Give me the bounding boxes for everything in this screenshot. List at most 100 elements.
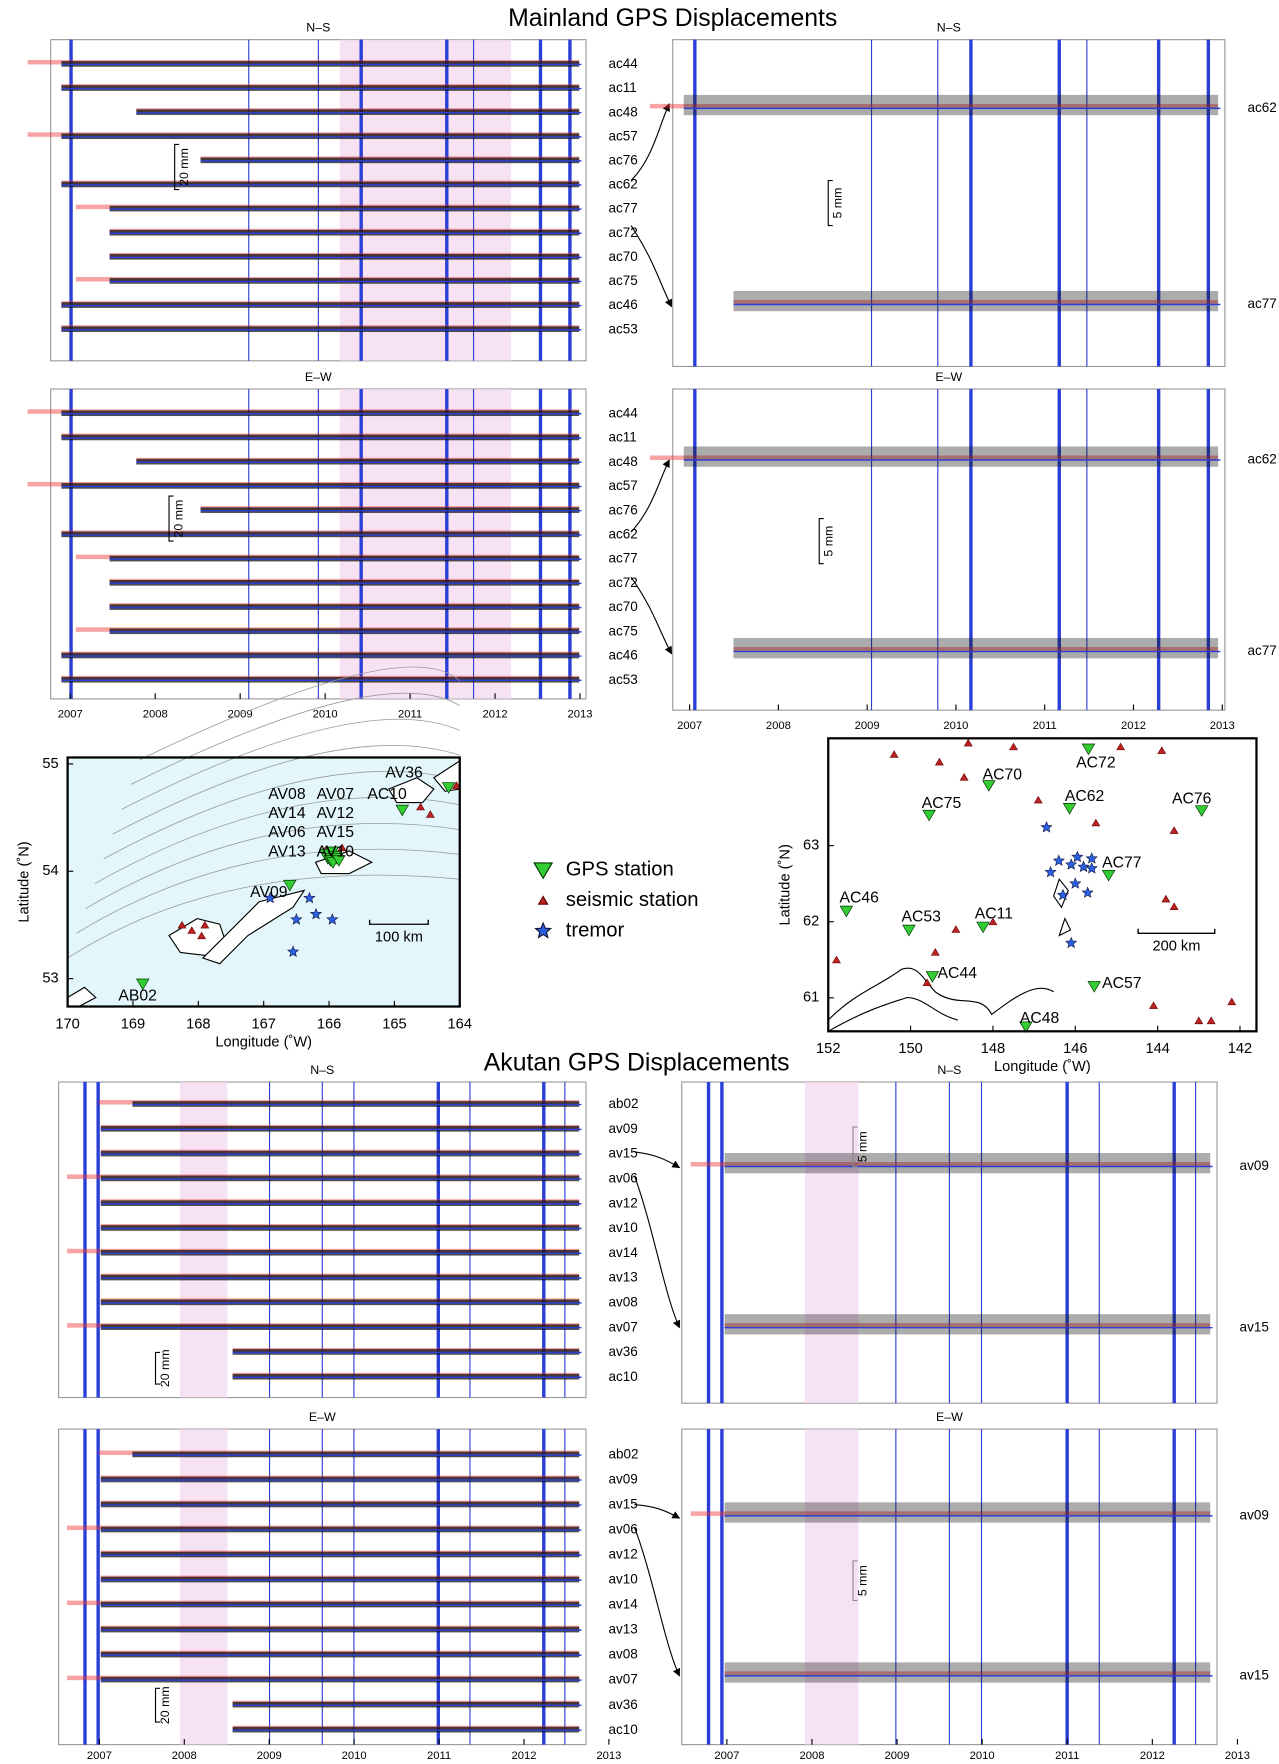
- station-label: AC10: [367, 786, 407, 803]
- station-label: ac57: [609, 128, 638, 143]
- tremor: [1052, 854, 1065, 867]
- legend-label: tremor: [566, 919, 625, 941]
- bathymetry-contour: [139, 666, 461, 761]
- tremor: [1065, 858, 1078, 870]
- station-label: av36: [609, 1344, 638, 1359]
- time-panel: E–W ab02 av09 av15 av06 av12 av10 av14 av13 av08 a…: [58, 1410, 639, 1762]
- glacier-outline: [1053, 878, 1072, 937]
- station-label: AC75: [922, 795, 962, 812]
- station-label: ac72: [609, 225, 638, 240]
- x-tick-label: 2013: [596, 1750, 621, 1762]
- station-label: av15: [1240, 1319, 1269, 1334]
- seismic-station: [1116, 742, 1126, 751]
- trace-red: [690, 1162, 1211, 1167]
- station-label: AC70: [983, 767, 1023, 784]
- x-tick-label: 150: [898, 1041, 922, 1057]
- tremor: [1085, 862, 1098, 874]
- seismic-station: [1149, 1001, 1158, 1009]
- scale-bar: [168, 495, 174, 542]
- station-label: AV15: [317, 824, 355, 841]
- legend-label: seismic station: [566, 889, 699, 911]
- gps-station: [902, 924, 916, 937]
- arrow: [634, 1151, 681, 1169]
- station-label: ac10: [609, 1369, 638, 1384]
- tremor: [309, 907, 323, 920]
- scale-bar: [174, 143, 180, 191]
- station-label: AC48: [1020, 1010, 1060, 1027]
- seismic-station: [959, 773, 969, 781]
- trace-red: [733, 299, 1219, 305]
- x-tick-label: 166: [317, 1016, 341, 1032]
- station-label: ac46: [609, 648, 638, 663]
- panel-title: N–S: [937, 1063, 961, 1077]
- trace-red: [724, 1323, 1211, 1328]
- station-label: av09: [609, 1472, 638, 1487]
- panel-title: N–S: [937, 21, 961, 35]
- gps-station: [395, 804, 410, 817]
- scale-bar: [827, 179, 833, 227]
- x-tick-label: 2012: [1121, 720, 1146, 732]
- station-label: av06: [609, 1171, 638, 1186]
- land: [314, 850, 374, 875]
- tremor: [1077, 860, 1090, 873]
- x-tick-label: 2010: [313, 709, 338, 721]
- bathymetry-contour: [121, 718, 460, 810]
- panel-title: E–W: [305, 370, 332, 384]
- x-axis-label: Longitude (˚W): [215, 1034, 312, 1050]
- x-tick-label: 2008: [766, 720, 791, 732]
- station-label: av14: [609, 1597, 639, 1612]
- station-label: ac62: [1247, 452, 1276, 467]
- scale-label: 5 mm: [831, 188, 845, 219]
- panel-frame: [672, 39, 1226, 368]
- station-label: av08: [609, 1294, 638, 1309]
- section-title: Mainland GPS Displacements: [508, 5, 837, 32]
- legend-label: GPS station: [566, 859, 674, 881]
- trace-dots: [683, 446, 1219, 467]
- gps-station: [1087, 981, 1102, 993]
- seismic-station: [1157, 746, 1167, 754]
- station-label: av09: [1240, 1507, 1269, 1522]
- trace-red: [724, 1671, 1211, 1676]
- station-label: ac77: [1247, 643, 1276, 658]
- trace-dots: [724, 1662, 1211, 1683]
- station-label: ac53: [609, 672, 638, 687]
- station-label: av07: [609, 1672, 638, 1687]
- seismic-station: [1227, 997, 1237, 1006]
- scale-bar: [368, 919, 429, 925]
- seismic-station: [425, 810, 435, 818]
- panel-title: N–S: [306, 21, 330, 35]
- station-label: ac77: [1247, 296, 1276, 311]
- seismic-station: [951, 925, 961, 933]
- scale-bar: [852, 1126, 858, 1168]
- station-label: ac44: [609, 405, 639, 420]
- station-label: av14: [609, 1245, 639, 1260]
- seismic-station: [187, 926, 197, 934]
- station-label: AV14: [268, 805, 306, 822]
- x-tick-label: 2013: [1225, 1750, 1250, 1762]
- x-tick-label: 144: [1145, 1041, 1169, 1057]
- station-label: AB02: [118, 988, 157, 1005]
- seismic-station: [1033, 795, 1043, 804]
- x-tick-label: 2007: [58, 709, 83, 721]
- station-label: ac76: [609, 152, 638, 167]
- legend-symbol: [537, 895, 549, 905]
- seismic-station: [200, 920, 210, 929]
- station-label: ac76: [609, 502, 638, 517]
- station-label: ac46: [609, 297, 638, 312]
- x-tick-label: 2010: [342, 1750, 367, 1762]
- station-label: AC53: [901, 909, 941, 926]
- time-panel: E–W ac44 ac11 ac48 ac57 ac76 ac62 ac77 ac72 ac70 a…: [27, 370, 639, 721]
- station-label: ab02: [609, 1447, 639, 1462]
- time-panel: E–W av09 av15 5 mm 2007 2008 2009 2010 2011 2012 2…: [681, 1410, 1269, 1762]
- seismic-station: [1169, 826, 1179, 834]
- seismic-station: [832, 955, 841, 964]
- station-label: AC77: [1102, 855, 1141, 872]
- seismic-station: [1091, 818, 1101, 827]
- seismic-station: [177, 920, 187, 929]
- seismic-station: [1009, 742, 1018, 751]
- x-tick-label: 165: [382, 1016, 406, 1032]
- x-tick-label: 2010: [943, 720, 968, 732]
- panel-title: E–W: [309, 1410, 336, 1424]
- scale-label: 20 mm: [171, 500, 185, 538]
